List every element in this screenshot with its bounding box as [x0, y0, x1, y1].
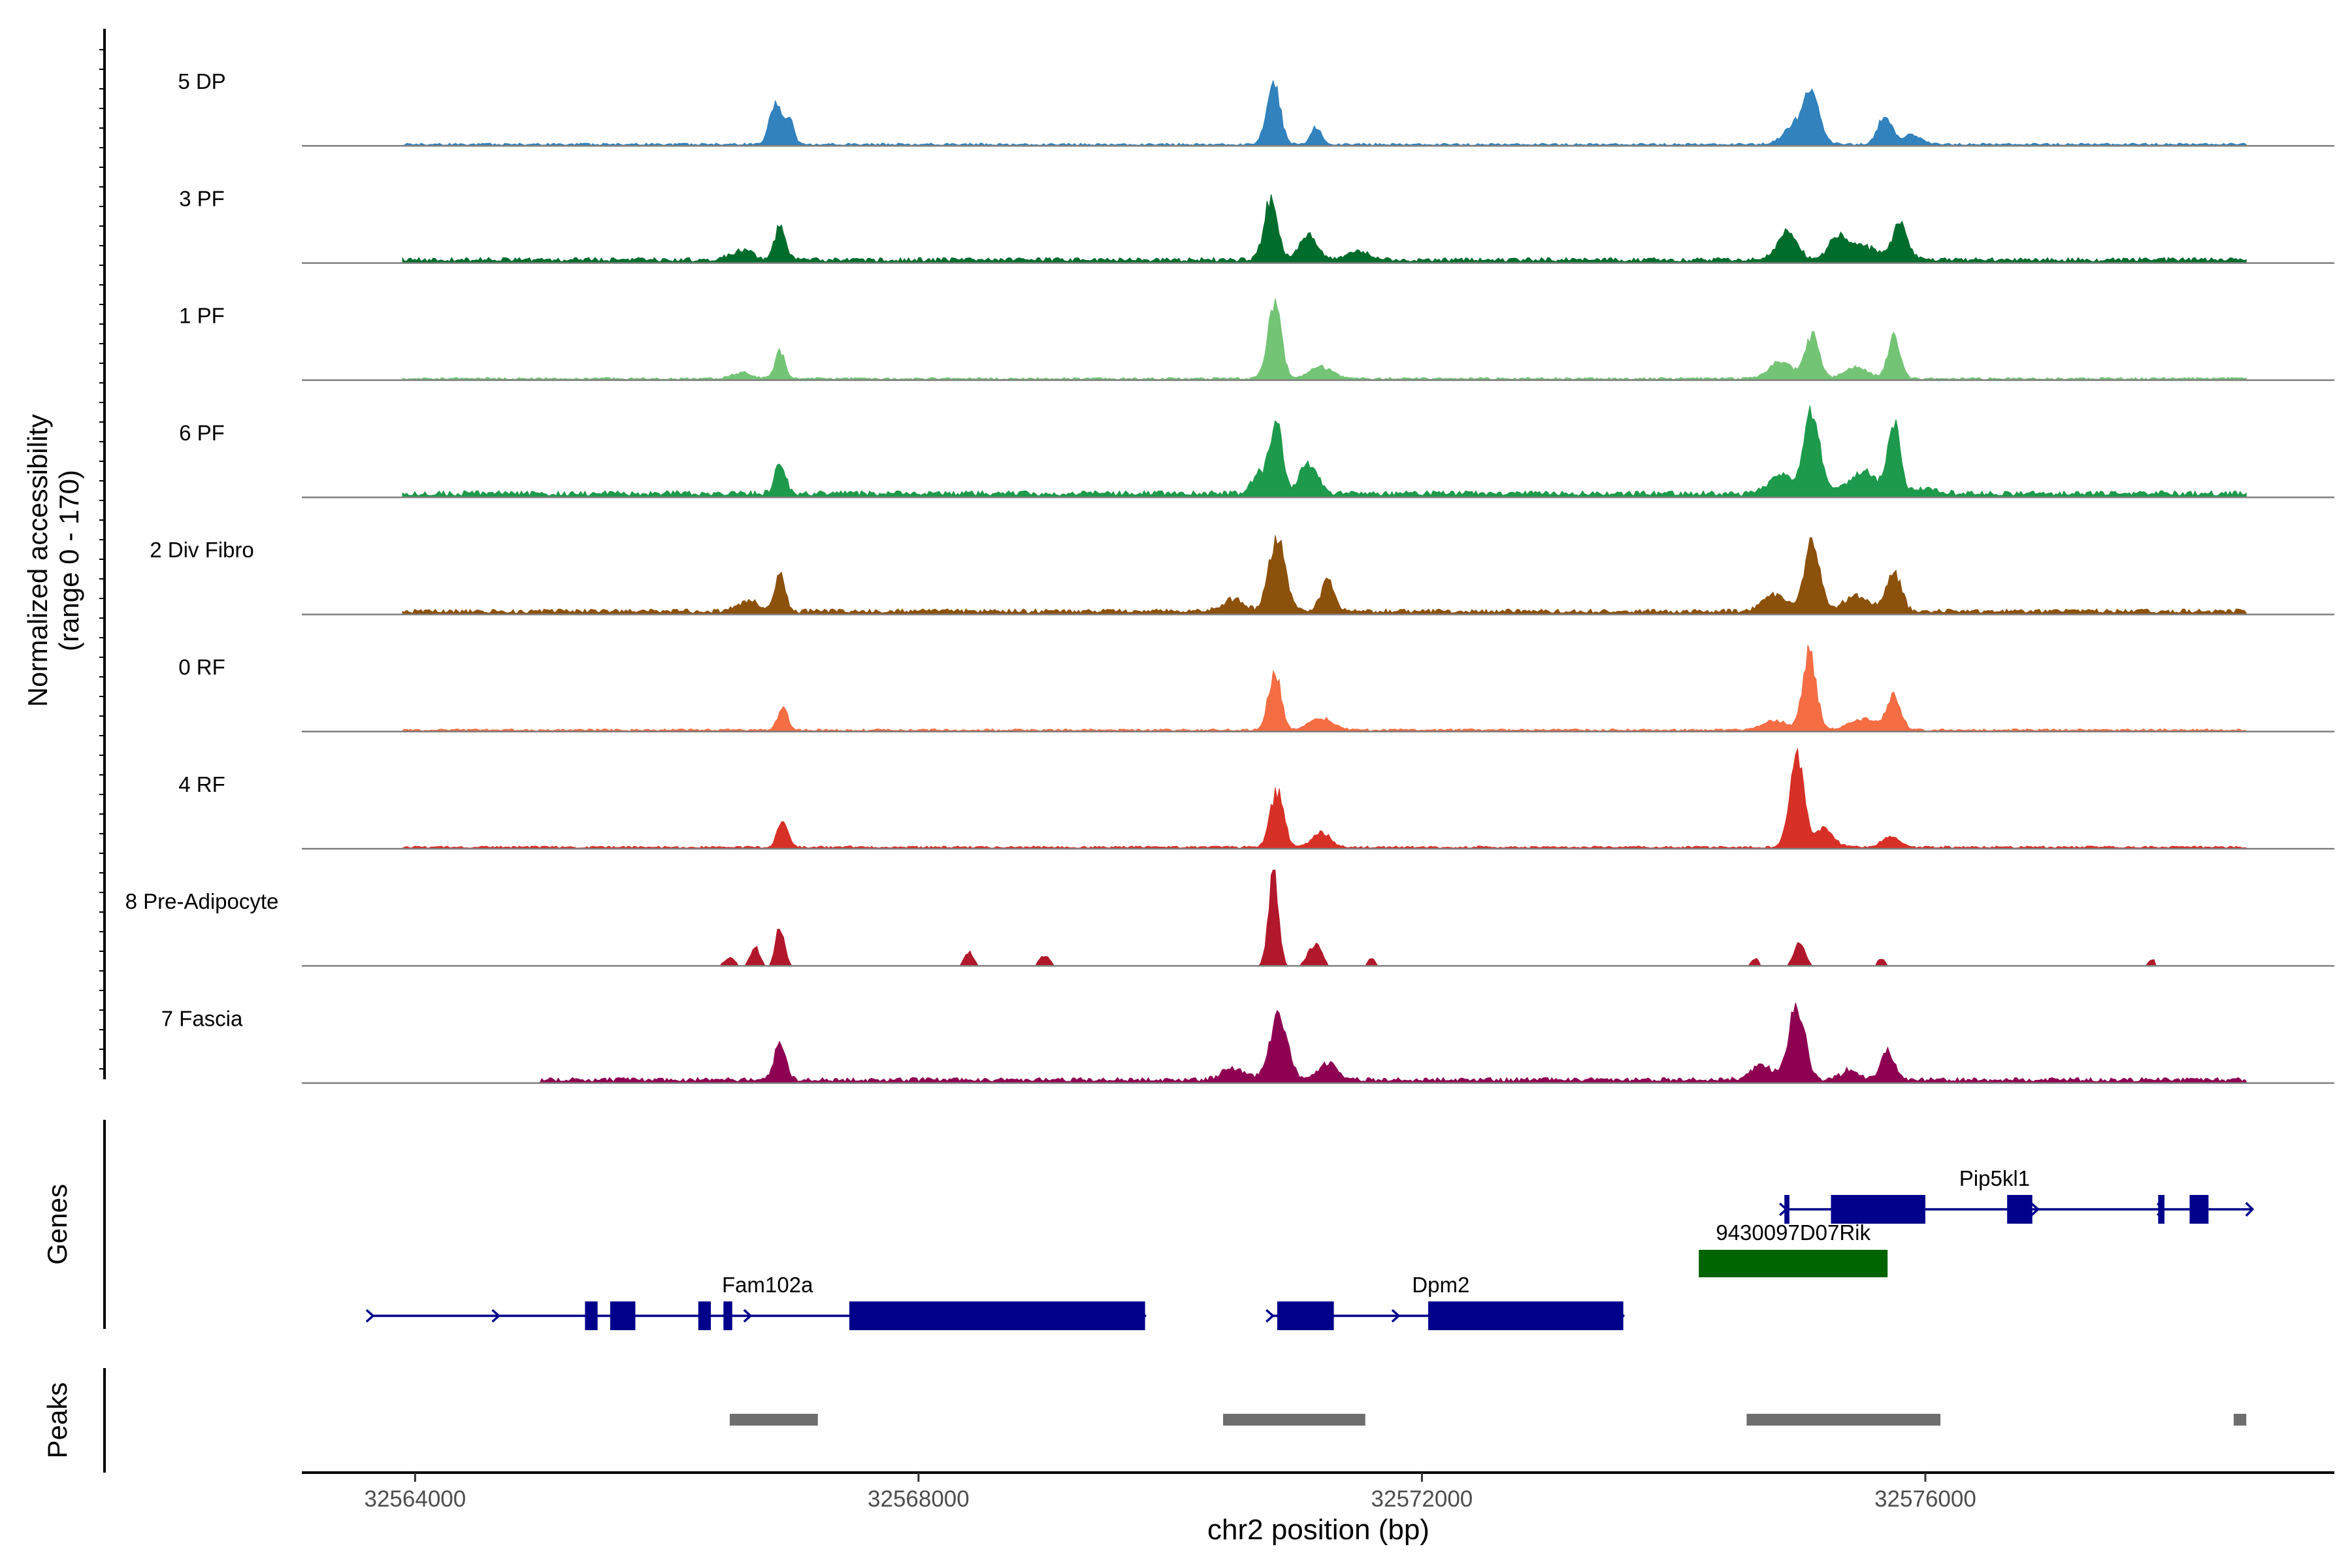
strand-arrow	[1266, 1309, 1275, 1323]
x-tick-label: 32576000	[1874, 1486, 1976, 1512]
track-0-rf: 0 RF	[178, 644, 2334, 733]
gene-label: Pip5kl1	[1959, 1166, 2030, 1190]
gene-exon	[2007, 1195, 2033, 1224]
track-label: 7 Fascia	[161, 1006, 243, 1030]
gene-label: Dpm2	[1412, 1273, 1469, 1297]
gene-exon	[1784, 1195, 1789, 1224]
x-tick-label: 32568000	[868, 1486, 970, 1512]
gene-exon	[723, 1301, 732, 1330]
gene-exon	[2158, 1195, 2164, 1224]
gene-exon	[1277, 1301, 1334, 1330]
gene-dpm2: Dpm2	[1266, 1273, 1625, 1330]
track-6-pf: 6 PF	[179, 405, 2334, 498]
track-label: 2 Div Fibro	[150, 538, 254, 562]
coverage-area	[402, 869, 2247, 966]
x-tick-label: 32564000	[365, 1486, 466, 1512]
track-3-pf: 3 PF	[179, 186, 2334, 264]
gene-exon	[849, 1301, 1145, 1330]
gene-fam102a: Fam102a	[365, 1273, 1147, 1330]
coverage-area	[402, 79, 2247, 146]
track-7-fascia: 7 Fascia	[161, 1002, 2334, 1084]
gene-exon	[1831, 1195, 1925, 1224]
peak-region	[1746, 1414, 1941, 1426]
gene-exon	[1428, 1301, 1624, 1330]
peaks-axis-label: Peaks	[42, 1382, 73, 1459]
track-1-pf: 1 PF	[179, 298, 2334, 382]
gene-label: Fam102a	[722, 1273, 813, 1297]
gene-label: 9430097D07Rik	[1716, 1220, 1870, 1245]
peak-region	[729, 1414, 818, 1426]
gene-exon	[2189, 1195, 2209, 1224]
track-4-rf: 4 RF	[178, 748, 2334, 850]
track-5-dp: 5 DP	[178, 69, 2334, 147]
coverage-area	[402, 535, 2247, 615]
coverage-area	[402, 1002, 2247, 1084]
gene-exon	[698, 1301, 711, 1330]
coverage-area	[402, 405, 2247, 498]
gene-pip5kl1: Pip5kl1	[1779, 1166, 2255, 1224]
track-label: 1 PF	[179, 304, 225, 328]
track-8-pre-adipocyte: 8 Pre-Adipocyte	[125, 869, 2334, 967]
strand-arrow	[2031, 1202, 2040, 1217]
strand-arrow	[743, 1309, 753, 1323]
strand-arrow	[1391, 1309, 1401, 1323]
genes-axis-label: Genes	[42, 1184, 73, 1265]
gene-exon	[610, 1301, 636, 1330]
coverage-area	[402, 748, 2247, 849]
x-axis-title: chr2 position (bp)	[1207, 1514, 1429, 1546]
track-label: 3 PF	[179, 186, 225, 210]
gene-exon	[1699, 1250, 1888, 1277]
coverage-area	[402, 298, 2247, 381]
peak-region	[2233, 1414, 2247, 1426]
gene-exon	[585, 1301, 598, 1330]
coverage-area	[402, 644, 2247, 732]
x-tick-label: 32572000	[1371, 1486, 1473, 1512]
track-label: 6 PF	[179, 421, 225, 445]
peak-region	[1223, 1414, 1365, 1426]
gene-9430097d07rik: 9430097D07Rik	[1699, 1220, 1888, 1277]
strand-arrow	[491, 1309, 501, 1323]
strand-arrow	[365, 1309, 375, 1323]
x-axis: 32564000 32568000 32572000 32576000	[365, 1473, 1976, 1512]
track-label: 8 Pre-Adipocyte	[125, 889, 279, 913]
peak-regions	[729, 1414, 2247, 1426]
track-2-div-fibro: 2 Div Fibro	[150, 535, 2334, 615]
track-label: 0 RF	[178, 655, 225, 679]
gene-annotations: Fam102a Dpm2 9430097D07Rik Pip5kl1	[365, 1166, 2255, 1330]
track-label: 4 RF	[178, 772, 225, 796]
coverage-area	[402, 194, 2247, 264]
track-label: 5 DP	[178, 69, 225, 93]
coverage-tracks: 5 DP 3 PF 1 PF 6 PF 2 Div Fibro 0 RF 4 RF 8 Pre…	[125, 69, 2334, 1084]
coverage-y-ticks	[99, 49, 105, 1070]
y-axis-range-label: (range 0 - 170)	[54, 470, 84, 651]
y-axis-title: Normalized accessibility	[22, 414, 53, 707]
strand-arrow	[2245, 1201, 2255, 1217]
